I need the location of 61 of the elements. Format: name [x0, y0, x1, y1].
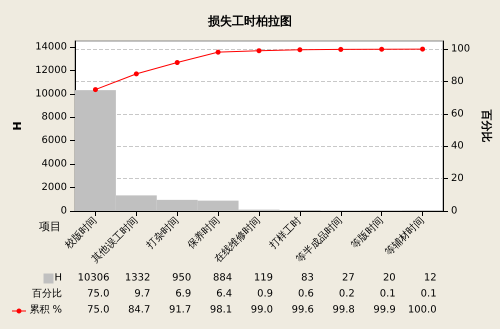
point: [216, 50, 221, 55]
data-label: 83: [301, 272, 314, 284]
y-tick-label: 2000: [42, 182, 67, 194]
data-label: 98.1: [210, 304, 232, 316]
text: 6.4: [216, 288, 232, 300]
y-tick-label: 0: [60, 206, 67, 216]
data-label: 119: [254, 272, 274, 284]
y-tick-label: 12000: [35, 64, 67, 76]
y-tick-label: 14000: [35, 41, 67, 52]
data-label: 10306: [78, 272, 110, 284]
x-axis-title: 项目: [39, 220, 61, 233]
point: [92, 87, 98, 92]
y-tick-label: 10000: [35, 88, 67, 100]
x-tick-label: 保养时间: [185, 214, 222, 252]
data-label: 99.9: [373, 304, 396, 316]
y2-tick-label: 40: [451, 140, 464, 152]
y2-axis-title: 百分比: [480, 108, 493, 142]
point: [174, 60, 180, 66]
text: 75.0: [87, 288, 110, 300]
data-label: 12: [424, 272, 437, 284]
data-label: 950: [172, 272, 192, 284]
text: 0.9: [257, 288, 274, 300]
y2-tick-label: 100: [451, 44, 470, 55]
y-axis-title: H: [11, 121, 24, 131]
y2-tick-label: 60: [451, 108, 464, 120]
data-label: 84.7: [128, 304, 150, 316]
y-tick-label: 6000: [42, 135, 67, 146]
x-tick-label: 校版时间: [62, 214, 100, 252]
legend-label: 累积 %: [29, 304, 62, 316]
data-label: 91.7: [168, 304, 192, 316]
data-label: 75.0: [87, 304, 110, 316]
y-tick-label: 4000: [42, 158, 67, 170]
text: 6.9: [175, 288, 192, 300]
data-label: 99.8: [332, 304, 355, 316]
text: 0.6: [298, 288, 314, 300]
text: 0.1: [380, 288, 396, 300]
y2-tick-label: 0: [451, 206, 458, 216]
text: 0.2: [338, 288, 355, 300]
point: [379, 46, 384, 52]
data-label: 100.0: [408, 304, 437, 316]
text: 百分比: [32, 288, 62, 300]
point: [297, 47, 302, 52]
data-label: 1332: [124, 272, 150, 284]
data-label: 27: [342, 272, 355, 284]
text: 9.7: [134, 288, 150, 300]
text: 0.1: [420, 288, 437, 300]
point: [338, 46, 344, 52]
point: [256, 48, 262, 54]
point: [420, 46, 426, 52]
x-tick-label: 打杂时间: [144, 214, 182, 252]
data-label: 99.6: [292, 304, 314, 316]
data-label: 99.0: [250, 304, 274, 316]
y2-tick-label: 80: [451, 76, 464, 87]
x-tick-label: 打样工时: [266, 214, 304, 252]
data-label: 884: [213, 272, 232, 284]
chart-title: 损失工时柏拉图: [207, 14, 292, 28]
legend-label: H: [54, 272, 62, 284]
y-tick-label: 8000: [42, 112, 67, 123]
y2-tick-label: 20: [451, 173, 464, 184]
data-label: 20: [382, 272, 396, 284]
point: [134, 71, 139, 76]
